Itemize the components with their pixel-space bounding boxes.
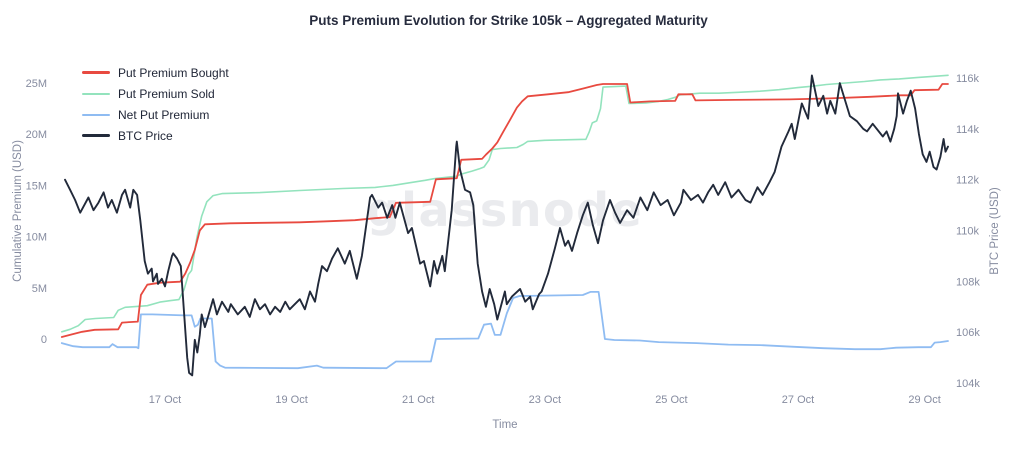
y-right-tick-label: 114k (956, 124, 980, 136)
series-put-premium-bought (60, 83, 949, 338)
legend-item-btc-price[interactable]: BTC Price (82, 125, 229, 146)
y-right-tick-label: 104k (956, 378, 980, 390)
legend-item-put-premium-bought[interactable]: Put Premium Bought (82, 62, 229, 83)
x-tick-label: 23 Oct (529, 394, 561, 406)
series-put-premium-sold (60, 74, 949, 333)
legend-label: Net Put Premium (118, 107, 210, 122)
x-tick-label: 29 Oct (908, 394, 940, 406)
btc-price-line-swatch (82, 134, 110, 137)
put-premium-sold-line-swatch (82, 92, 110, 95)
x-tick-label: 25 Oct (655, 394, 687, 406)
y-left-tick-label: 5M (32, 283, 47, 295)
legend-item-net-put-premium[interactable]: Net Put Premium (82, 104, 229, 125)
x-tick-label: 27 Oct (782, 394, 814, 406)
legend: Put Premium Bought Put Premium Sold Net … (82, 62, 229, 146)
series-net-put-premium (60, 290, 949, 370)
x-tick-label: 21 Oct (402, 394, 434, 406)
y-right-tick-label: 116k (956, 73, 980, 85)
chart-title: Puts Premium Evolution for Strike 105k –… (309, 13, 708, 28)
x-tick-label: 17 Oct (149, 394, 181, 406)
y-right-axis-title: BTC Price (USD) (989, 187, 1001, 275)
x-axis-title: Time (492, 419, 518, 431)
net-put-premium-line-swatch (82, 113, 110, 116)
y-right-tick-label: 108k (956, 276, 980, 288)
legend-label: BTC Price (118, 128, 173, 143)
legend-label: Put Premium Bought (118, 65, 229, 80)
put-premium-bought-line-swatch (82, 71, 110, 74)
y-left-tick-label: 20M (26, 129, 47, 141)
legend-item-put-premium-sold[interactable]: Put Premium Sold (82, 83, 229, 104)
y-right-tick-label: 112k (956, 175, 980, 187)
x-tick-label: 19 Oct (275, 394, 307, 406)
y-left-tick-label: 0 (41, 334, 47, 346)
y-left-tick-label: 10M (26, 232, 47, 244)
legend-label: Put Premium Sold (118, 86, 215, 101)
y-right-tick-label: 106k (956, 327, 980, 339)
y-left-axis-title: Cumulative Premium (USD) (12, 140, 24, 282)
y-right-tick-label: 110k (956, 226, 980, 238)
series-btc-price (64, 74, 949, 377)
y-left-tick-label: 25M (26, 78, 47, 90)
y-left-tick-label: 15M (26, 180, 47, 192)
